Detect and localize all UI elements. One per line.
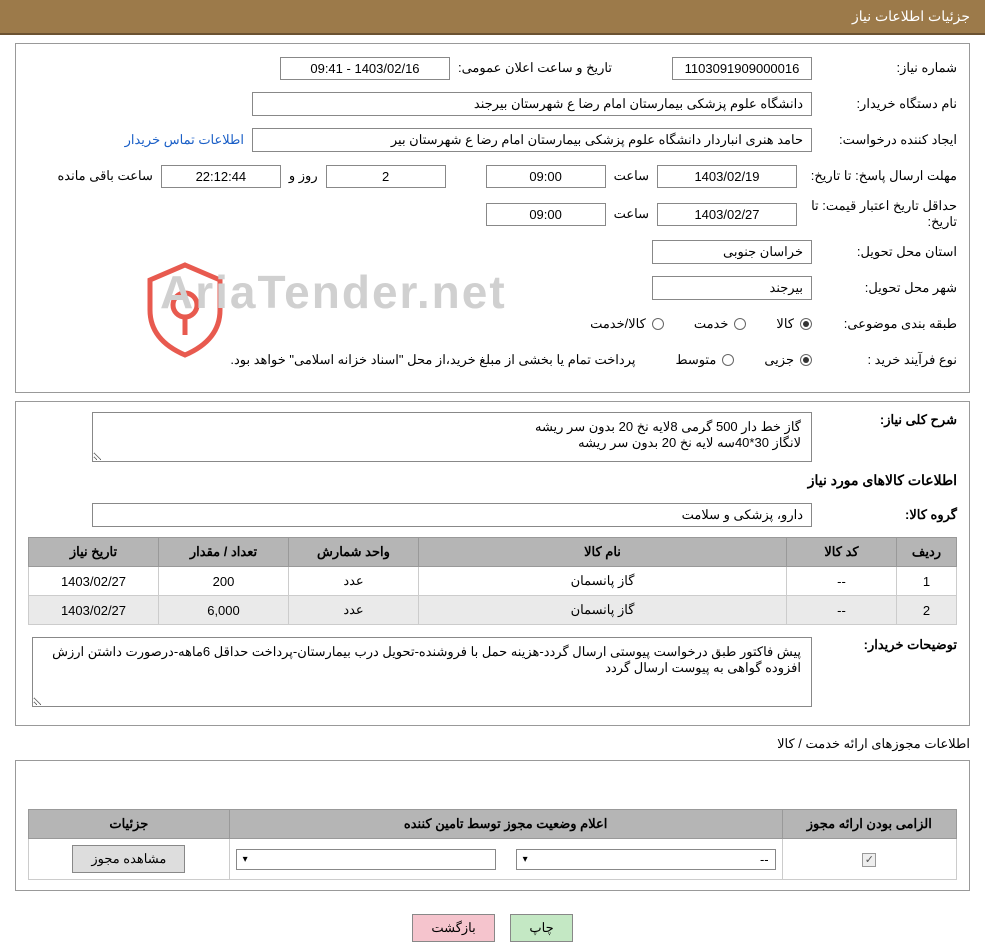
buyer-org-label: نام دستگاه خریدار: — [812, 96, 957, 112]
th-unit: واحد شمارش — [289, 538, 419, 567]
buyer-org-value: دانشگاه علوم پزشکی بیمارستان امام رضا ع … — [252, 92, 812, 116]
th-qty: تعداد / مقدار — [159, 538, 289, 567]
th-name: نام کالا — [419, 538, 787, 567]
process-note: پرداخت تمام یا بخشی از مبلغ خرید،از محل … — [230, 352, 635, 368]
province-value: خراسان جنوبی — [652, 240, 812, 264]
status-select-1[interactable]: -- ▾ — [516, 849, 776, 870]
requester-value: حامد هنری انباردار دانشگاه علوم پزشکی بی… — [252, 128, 812, 152]
radio-medium-label: متوسط — [675, 352, 716, 368]
process-label: نوع فرآیند خرید : — [812, 352, 957, 368]
deadline-label: مهلت ارسال پاسخ: تا تاریخ: — [797, 168, 957, 184]
requester-label: ایجاد کننده درخواست: — [812, 132, 957, 148]
th-code: کد کالا — [787, 538, 897, 567]
description-panel: شرح کلی نیاز: گاز خط دار 500 گرمی 8لایه … — [15, 401, 970, 726]
buyer-contact-link[interactable]: اطلاعات تماس خریدار — [125, 132, 244, 148]
countdown-value: 22:12:44 — [161, 165, 281, 188]
time-label-1: ساعت — [614, 168, 649, 184]
announce-label: تاریخ و ساعت اعلان عمومی: — [458, 60, 612, 76]
info-panel: شماره نیاز: 1103091909000016 تاریخ و ساع… — [15, 43, 970, 393]
chevron-down-icon: ▾ — [523, 854, 528, 865]
print-button[interactable]: چاپ — [510, 914, 572, 942]
validity-time: 09:00 — [486, 203, 606, 226]
goods-table: ردیف کد کالا نام کالا واحد شمارش تعداد /… — [28, 537, 957, 625]
radio-medium[interactable] — [722, 354, 734, 366]
buyer-notes-textarea[interactable]: پیش فاکتور طبق درخواست پیوستی ارسال گردد… — [32, 637, 812, 707]
table-row: 1 -- گاز پانسمان عدد 200 1403/02/27 — [29, 567, 957, 596]
th-status: اعلام وضعیت مجوز توسط تامین کننده — [229, 810, 782, 839]
mandatory-checkbox[interactable] — [862, 853, 876, 867]
announce-value: 1403/02/16 - 09:41 — [280, 57, 450, 80]
radio-goods-label: کالا — [776, 316, 794, 332]
status-select-2[interactable]: ▾ — [236, 849, 496, 870]
chevron-down-icon: ▾ — [243, 854, 248, 865]
days-and-label: روز و — [289, 168, 318, 184]
view-license-button[interactable]: مشاهده مجوز — [72, 845, 185, 873]
city-label: شهر محل تحویل: — [812, 280, 957, 296]
city-value: بیرجند — [652, 276, 812, 300]
province-label: استان محل تحویل: — [812, 244, 957, 260]
buyer-notes-label: توضیحات خریدار: — [812, 637, 957, 653]
table-row: 2 -- گاز پانسمان عدد 6,000 1403/02/27 — [29, 596, 957, 625]
radio-service-label: خدمت — [694, 316, 729, 332]
license-row: -- ▾ ▾ مشاهده مجوز — [29, 839, 957, 880]
back-button[interactable]: بازگشت — [412, 914, 494, 942]
group-value: دارو، پزشکی و سلامت — [92, 503, 812, 527]
radio-both-label: کالا/خدمت — [590, 316, 646, 332]
remaining-label: ساعت باقی مانده — [57, 168, 152, 184]
th-date: تاریخ نیاز — [29, 538, 159, 567]
page-header: جزئیات اطلاعات نیاز — [0, 0, 985, 35]
goods-info-title: اطلاعات کالاهای مورد نیاز — [43, 472, 957, 489]
radio-partial[interactable] — [800, 354, 812, 366]
page-title: جزئیات اطلاعات نیاز — [852, 8, 970, 24]
radio-goods[interactable] — [800, 318, 812, 330]
radio-service[interactable] — [734, 318, 746, 330]
deadline-time: 09:00 — [486, 165, 606, 188]
th-mandatory: الزامی بودن ارائه مجوز — [782, 810, 956, 839]
days-count: 2 — [326, 165, 446, 188]
validity-label: حداقل تاریخ اعتبار قیمت: تا تاریخ: — [797, 198, 957, 230]
group-label: گروه کالا: — [812, 507, 957, 523]
validity-date: 1403/02/27 — [657, 203, 797, 226]
th-row: ردیف — [897, 538, 957, 567]
license-table: الزامی بودن ارائه مجوز اعلام وضعیت مجوز … — [28, 809, 957, 880]
need-number-label: شماره نیاز: — [812, 60, 957, 76]
time-label-2: ساعت — [614, 206, 649, 222]
desc-textarea[interactable]: گاز خط دار 500 گرمی 8لایه نخ 20 بدون سر … — [92, 412, 812, 462]
license-section-title: اطلاعات مجوزهای ارائه خدمت / کالا — [15, 736, 970, 752]
footer-buttons: چاپ بازگشت — [0, 899, 985, 947]
category-label: طبقه بندی موضوعی: — [812, 316, 957, 332]
desc-label: شرح کلی نیاز: — [812, 412, 957, 428]
th-details: جزئیات — [29, 810, 230, 839]
need-number-value: 1103091909000016 — [672, 57, 812, 80]
radio-partial-label: جزیی — [764, 352, 794, 368]
deadline-date: 1403/02/19 — [657, 165, 797, 188]
license-panel: الزامی بودن ارائه مجوز اعلام وضعیت مجوز … — [15, 760, 970, 891]
radio-both[interactable] — [652, 318, 664, 330]
